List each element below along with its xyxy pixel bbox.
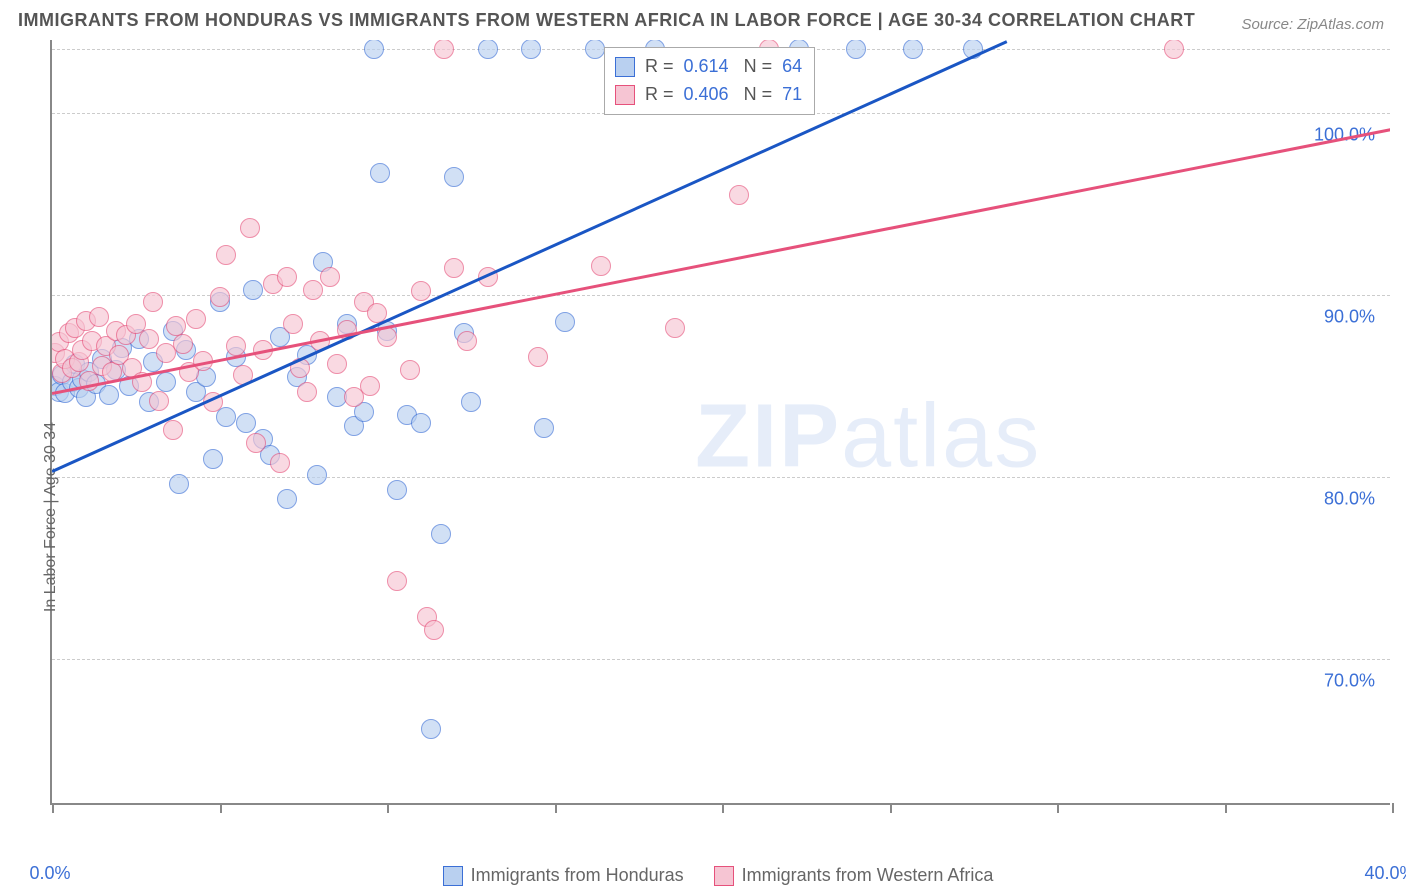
x-tick-label: 0.0% bbox=[29, 863, 70, 884]
stats-row: R = 0.406 N = 71 bbox=[615, 80, 802, 108]
gridline-horizontal bbox=[52, 477, 1390, 478]
scatter-point bbox=[364, 40, 384, 59]
trend-line bbox=[52, 40, 1007, 472]
scatter-point bbox=[434, 40, 454, 59]
watermark-thin: atlas bbox=[841, 386, 1041, 486]
scatter-point bbox=[528, 347, 548, 367]
legend-swatch bbox=[714, 866, 734, 886]
scatter-point bbox=[156, 372, 176, 392]
scatter-point bbox=[173, 334, 193, 354]
scatter-point bbox=[457, 331, 477, 351]
legend-swatch bbox=[443, 866, 463, 886]
gridline-horizontal bbox=[52, 659, 1390, 660]
legend-swatch bbox=[615, 57, 635, 77]
scatter-point bbox=[377, 327, 397, 347]
stats-row: R = 0.614 N = 64 bbox=[615, 52, 802, 80]
scatter-point bbox=[210, 287, 230, 307]
scatter-point bbox=[846, 40, 866, 59]
scatter-point bbox=[270, 453, 290, 473]
scatter-point bbox=[149, 391, 169, 411]
r-value: 0.406 bbox=[684, 84, 729, 104]
scatter-point bbox=[236, 413, 256, 433]
legend-bottom: Immigrants from Honduras Immigrants from … bbox=[0, 864, 1406, 886]
legend-label: Immigrants from Western Africa bbox=[742, 865, 994, 885]
n-value: 64 bbox=[782, 56, 802, 76]
x-tick bbox=[1392, 803, 1394, 813]
scatter-point bbox=[203, 449, 223, 469]
x-tick bbox=[1057, 803, 1059, 813]
scatter-point bbox=[431, 524, 451, 544]
x-tick bbox=[555, 803, 557, 813]
x-tick bbox=[722, 803, 724, 813]
correlation-stats-box: R = 0.614 N = 64R = 0.406 N = 71 bbox=[604, 47, 815, 115]
scatter-point bbox=[246, 433, 266, 453]
watermark-bold: ZIP bbox=[695, 386, 841, 486]
scatter-point bbox=[169, 474, 189, 494]
x-tick bbox=[1225, 803, 1227, 813]
n-value: 71 bbox=[782, 84, 802, 104]
scatter-point bbox=[729, 185, 749, 205]
scatter-point bbox=[283, 314, 303, 334]
scatter-point bbox=[99, 385, 119, 405]
x-tick bbox=[387, 803, 389, 813]
scatter-point bbox=[400, 360, 420, 380]
scatter-point bbox=[534, 418, 554, 438]
scatter-point bbox=[139, 329, 159, 349]
scatter-point bbox=[387, 480, 407, 500]
scatter-point bbox=[411, 281, 431, 301]
x-tick bbox=[220, 803, 222, 813]
scatter-point bbox=[461, 392, 481, 412]
chart-source: Source: ZipAtlas.com bbox=[1241, 16, 1384, 33]
scatter-point bbox=[421, 719, 441, 739]
scatter-point bbox=[277, 267, 297, 287]
scatter-point bbox=[89, 307, 109, 327]
scatter-point bbox=[444, 167, 464, 187]
scatter-point bbox=[444, 258, 464, 278]
y-tick-label: 80.0% bbox=[1324, 489, 1375, 510]
watermark: ZIPatlas bbox=[695, 385, 1041, 488]
scatter-point bbox=[297, 382, 317, 402]
x-tick bbox=[890, 803, 892, 813]
scatter-point bbox=[243, 280, 263, 300]
scatter-point bbox=[1164, 40, 1184, 59]
legend-label: Immigrants from Honduras bbox=[471, 865, 684, 885]
scatter-point bbox=[903, 40, 923, 59]
scatter-point bbox=[521, 40, 541, 59]
scatter-point bbox=[303, 280, 323, 300]
scatter-point bbox=[240, 218, 260, 238]
chart-title: IMMIGRANTS FROM HONDURAS VS IMMIGRANTS F… bbox=[18, 10, 1195, 31]
scatter-point bbox=[163, 420, 183, 440]
scatter-point bbox=[411, 413, 431, 433]
plot-inner: ZIPatlas 70.0%80.0%90.0%100.0% bbox=[52, 40, 1390, 803]
scatter-point bbox=[555, 312, 575, 332]
x-tick-label: 40.0% bbox=[1364, 863, 1406, 884]
scatter-point bbox=[424, 620, 444, 640]
scatter-point bbox=[327, 354, 347, 374]
scatter-point bbox=[591, 256, 611, 276]
scatter-point bbox=[585, 40, 605, 59]
x-tick bbox=[52, 803, 54, 813]
scatter-point bbox=[166, 316, 186, 336]
scatter-point bbox=[143, 292, 163, 312]
scatter-point bbox=[320, 267, 340, 287]
scatter-point bbox=[360, 376, 380, 396]
plot-area: In Labor Force | Age 30-34 ZIPatlas 70.0… bbox=[50, 40, 1390, 805]
scatter-point bbox=[307, 465, 327, 485]
y-tick-label: 70.0% bbox=[1324, 671, 1375, 692]
y-tick-label: 90.0% bbox=[1324, 307, 1375, 328]
scatter-point bbox=[186, 309, 206, 329]
scatter-point bbox=[226, 336, 246, 356]
legend-swatch bbox=[615, 85, 635, 105]
scatter-point bbox=[216, 245, 236, 265]
scatter-point bbox=[277, 489, 297, 509]
scatter-point bbox=[665, 318, 685, 338]
scatter-point bbox=[387, 571, 407, 591]
r-value: 0.614 bbox=[684, 56, 729, 76]
scatter-point bbox=[370, 163, 390, 183]
scatter-point bbox=[478, 40, 498, 59]
